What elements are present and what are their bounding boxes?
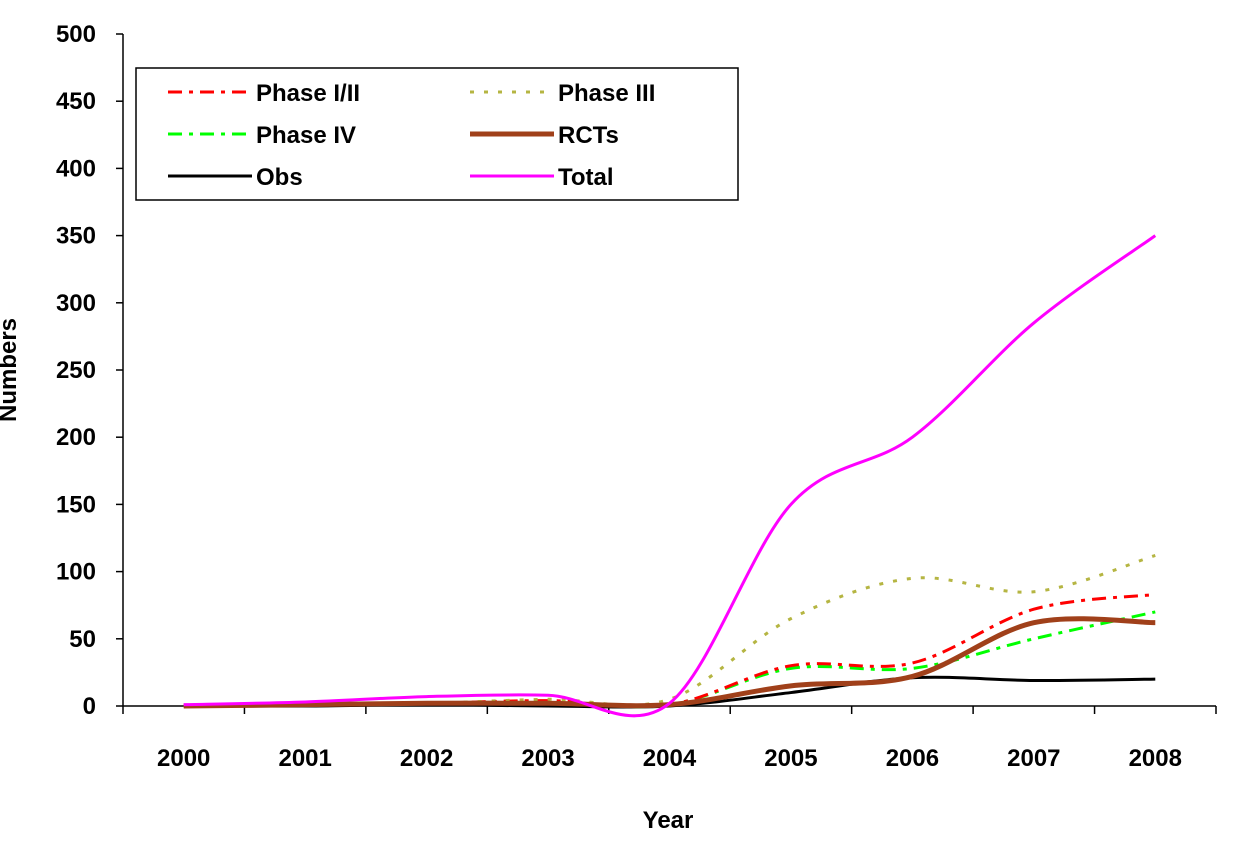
y-tick-label: 250	[56, 357, 96, 384]
x-tick-label: 2000	[157, 745, 210, 772]
legend-label: Total	[558, 164, 614, 191]
series-line-rcts	[183, 616, 1156, 709]
series-line-total	[183, 234, 1157, 718]
y-tick-label: 150	[56, 491, 96, 518]
y-tick-label: 500	[56, 21, 96, 48]
legend-label: Phase III	[558, 80, 655, 107]
series-lines	[183, 234, 1157, 718]
y-tick-label: 0	[83, 693, 96, 720]
legend: Phase I/II Phase III Phase IV RCTs Obs Total	[135, 67, 739, 201]
y-tick-label: 200	[56, 424, 96, 451]
y-tick-label: 400	[56, 155, 96, 182]
y-tick-label: 300	[56, 290, 96, 317]
legend-label: Phase IV	[256, 122, 356, 149]
x-tick-label: 2005	[764, 745, 817, 772]
legend-label: Phase I/II	[256, 80, 360, 107]
x-tick-label: 2001	[278, 745, 331, 772]
tick-labels: 0 50 100 150 200 250 300 350 400 450 500 2000 2001 20…	[56, 21, 1182, 772]
y-tick-label: 350	[56, 223, 96, 250]
x-tick-label: 2007	[1007, 745, 1060, 772]
y-tick-label: 450	[56, 88, 96, 115]
x-tick-label: 2003	[521, 745, 574, 772]
x-tick-label: 2008	[1129, 745, 1182, 772]
legend-label: Obs	[256, 164, 303, 191]
x-tick-label: 2002	[400, 745, 453, 772]
y-axis-label: Numbers	[0, 318, 22, 422]
y-tick-label: 50	[69, 626, 96, 653]
series-line-phase-i-ii	[183, 592, 1156, 709]
y-tick-label: 100	[56, 559, 96, 586]
legend-label: RCTs	[558, 122, 619, 149]
x-tick-label: 2004	[643, 745, 697, 772]
series-line-phase-iv	[183, 610, 1156, 709]
x-axis-label: Year	[643, 807, 694, 834]
x-tick-label: 2006	[886, 745, 939, 772]
